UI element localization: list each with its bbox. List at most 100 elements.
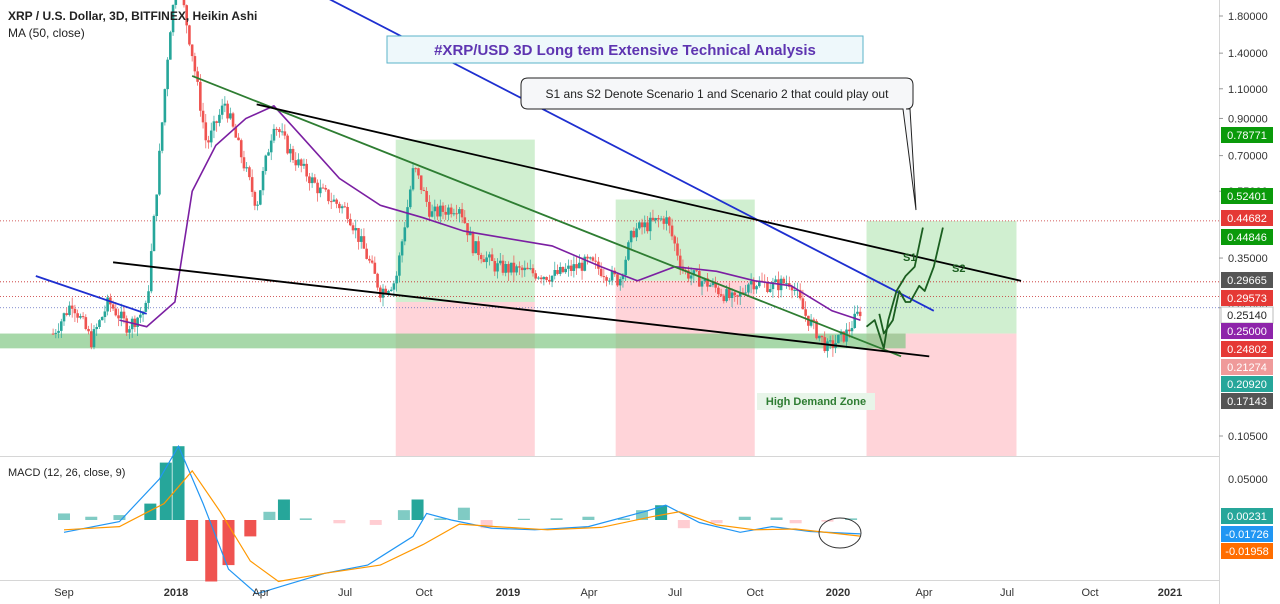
price-label-value: 0.52401 xyxy=(1227,191,1267,203)
macd-label-value: 0.00231 xyxy=(1227,511,1267,523)
trendline-blue-1 xyxy=(35,275,147,315)
candle-body xyxy=(174,0,178,5)
candle-body xyxy=(87,328,90,332)
candle-body xyxy=(242,157,246,169)
time-tick-label: Oct xyxy=(1081,587,1098,599)
price-pane[interactable] xyxy=(0,0,1219,456)
candle-body xyxy=(635,228,638,238)
candle-body xyxy=(477,241,480,255)
candle-body xyxy=(858,311,862,317)
candle-body xyxy=(441,205,445,212)
candle-body xyxy=(782,278,786,284)
candle-body xyxy=(59,321,63,331)
candle-body xyxy=(856,311,859,314)
candle-body xyxy=(79,316,82,318)
price-tick-label: 1.10000 xyxy=(1228,84,1268,96)
candle-body xyxy=(144,302,148,312)
candle-body xyxy=(171,4,175,33)
price-label-value: 0.25000 xyxy=(1227,326,1267,338)
macd-histogram-bar xyxy=(159,462,172,520)
candle-body xyxy=(727,289,731,298)
candle-body xyxy=(738,292,742,297)
candle-body xyxy=(507,264,510,273)
candle-body xyxy=(373,262,377,274)
candle-body xyxy=(133,318,137,327)
macd-histogram-bar xyxy=(172,446,185,520)
macd-histogram-bar xyxy=(550,518,563,520)
candle-body xyxy=(518,266,521,268)
price-label-value: 0.29573 xyxy=(1227,293,1267,305)
candle-body xyxy=(703,278,707,282)
candle-body xyxy=(657,218,660,220)
candle-body xyxy=(725,289,728,302)
candle-body xyxy=(76,313,79,318)
trendlines[interactable] xyxy=(35,0,1022,358)
candle-body xyxy=(569,265,573,271)
candle-body xyxy=(785,283,788,285)
candle-body xyxy=(256,204,259,206)
time-tick-label: 2020 xyxy=(826,587,850,599)
candle-body xyxy=(316,182,319,194)
macd-histogram-bar xyxy=(263,511,276,520)
candle-body xyxy=(417,168,420,176)
candle-body xyxy=(166,59,169,90)
macd-histogram-bar xyxy=(617,518,630,520)
candle-body xyxy=(790,286,794,291)
candle-body xyxy=(490,254,494,261)
time-tick-label: Apr xyxy=(252,587,269,599)
candle-body xyxy=(662,218,666,224)
time-axis[interactable]: Sep 2018 Apr Jul Oct 2019 Apr Jul Oct 2020 Apr Jul O… xyxy=(54,587,1182,599)
candle-body xyxy=(828,340,832,342)
candle-body xyxy=(122,311,126,319)
candle-body xyxy=(114,308,118,316)
candle-body xyxy=(218,114,221,123)
candle-body xyxy=(207,140,210,143)
candle-body xyxy=(447,207,450,215)
candle-body xyxy=(229,113,232,119)
candle-body xyxy=(542,277,546,280)
candle-body xyxy=(346,206,349,219)
candle-body xyxy=(324,187,328,190)
candle-body xyxy=(771,282,775,290)
candle-body xyxy=(815,320,818,339)
candle-body xyxy=(428,201,431,217)
candle-body xyxy=(564,268,567,273)
candle-body xyxy=(512,262,516,273)
candle-body xyxy=(831,340,835,348)
candle-body xyxy=(152,216,156,252)
candle-body xyxy=(248,167,251,178)
candle-body xyxy=(608,280,611,282)
price-label-value: 0.29665 xyxy=(1227,275,1267,287)
candle-body xyxy=(809,319,813,326)
ma-legend: MA (50, close) xyxy=(8,26,85,40)
s1-path xyxy=(865,227,924,350)
price-label-badge xyxy=(1221,272,1273,288)
candle-body xyxy=(400,241,404,256)
candle-body xyxy=(493,260,497,272)
price-axis[interactable]: 1.800001.400001.100000.900000.700000.550… xyxy=(1219,11,1268,486)
candle-body xyxy=(793,289,797,291)
candle-body xyxy=(111,304,115,309)
macd-histogram-bar xyxy=(517,518,530,520)
candle-body xyxy=(548,279,551,282)
candle-body xyxy=(147,291,150,303)
price-tick-label: 1.40000 xyxy=(1228,48,1268,60)
title-box[interactable] xyxy=(386,35,864,64)
demand-zone xyxy=(0,333,906,349)
candle-body xyxy=(714,282,717,288)
stop-zone-3 xyxy=(866,333,1017,456)
candle-body xyxy=(403,227,407,242)
candle-body xyxy=(624,259,627,276)
candle-body xyxy=(733,292,737,296)
candle-body xyxy=(302,163,306,166)
candle-body xyxy=(643,222,647,228)
callout-box[interactable] xyxy=(520,77,917,211)
candle-body xyxy=(752,281,756,290)
candle-body xyxy=(92,329,96,348)
price-label-value: 0.17143 xyxy=(1227,396,1267,408)
candle-body xyxy=(354,228,358,231)
price-tick-label: 0.90000 xyxy=(1228,113,1268,125)
trendline-blue-2 xyxy=(329,0,935,312)
candle-body xyxy=(128,329,131,333)
